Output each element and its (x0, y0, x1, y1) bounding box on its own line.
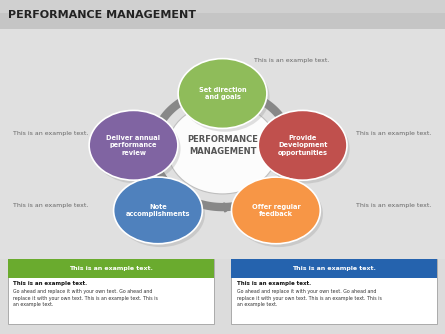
Text: This is an example text.: This is an example text. (254, 58, 329, 62)
Bar (231, 259, 437, 324)
Text: This is an example text.: This is an example text. (237, 281, 311, 286)
Text: This is an example text.: This is an example text. (13, 281, 88, 286)
Bar (0, 0, 445, 29)
Bar (0, 0, 445, 13)
Ellipse shape (89, 110, 178, 180)
Ellipse shape (116, 180, 205, 247)
Text: This is an example text.: This is an example text. (13, 131, 89, 136)
Ellipse shape (167, 103, 278, 194)
Text: Deliver annual
performance
review: Deliver annual performance review (106, 135, 161, 156)
Text: Set direction
and goals: Set direction and goals (198, 87, 247, 100)
Text: This is an example text.: This is an example text. (356, 131, 432, 136)
Ellipse shape (258, 110, 347, 180)
Text: PERFORMANCE MANAGEMENT: PERFORMANCE MANAGEMENT (8, 10, 196, 20)
Ellipse shape (261, 114, 350, 184)
Text: Go ahead and replace it with your own text. Go ahead and
replace it with your ow: Go ahead and replace it with your own te… (13, 289, 158, 307)
Text: Note
accomplishments: Note accomplishments (126, 204, 190, 217)
Text: Go ahead and replace it with your own text. Go ahead and
replace it with your ow: Go ahead and replace it with your own te… (237, 289, 382, 307)
Ellipse shape (92, 114, 181, 184)
Bar (231, 259, 437, 279)
Bar (8, 259, 214, 324)
Bar (0, 29, 445, 259)
Text: PERFORMANCE
MANAGEMENT: PERFORMANCE MANAGEMENT (187, 135, 258, 156)
Ellipse shape (178, 59, 267, 128)
Ellipse shape (113, 177, 202, 244)
Ellipse shape (181, 62, 270, 132)
Text: This is an example text.: This is an example text. (13, 203, 89, 208)
Text: This is an example text.: This is an example text. (356, 203, 432, 208)
Ellipse shape (231, 177, 320, 244)
Ellipse shape (234, 180, 323, 247)
Text: This is an example text.: This is an example text. (69, 266, 153, 271)
Text: This is an example text.: This is an example text. (292, 266, 376, 271)
Text: Offer regular
feedback: Offer regular feedback (251, 204, 300, 217)
Text: Provide
Development
opportunities: Provide Development opportunities (278, 135, 328, 156)
Bar (8, 259, 214, 279)
